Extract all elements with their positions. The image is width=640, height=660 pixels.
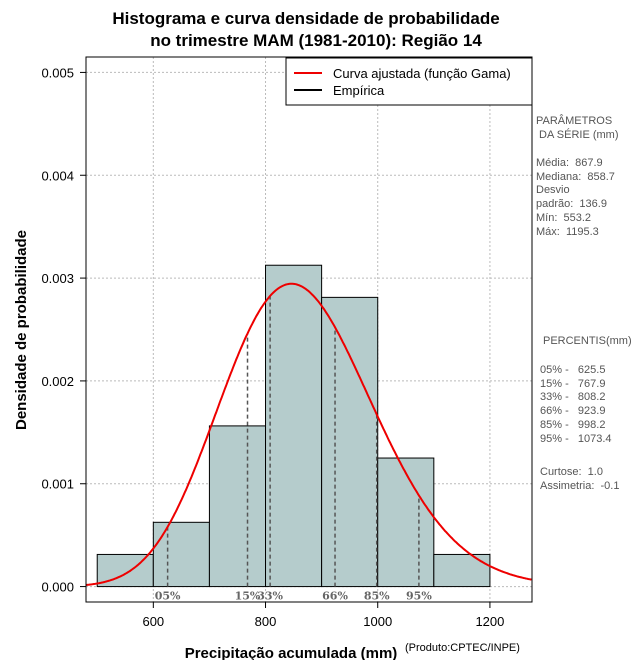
histogram-bar-800-900 [265,264,323,588]
chart-title-line-2: no trimestre MAM (1981-2010): Região 14 [150,31,482,50]
chart-title-line-1: Histograma e curva densidade de probabil… [112,9,499,28]
histogram-bar-1000-1100 [377,457,435,588]
plot-frame [85,56,533,603]
x-tick-label-1000: 1000 [363,614,392,629]
product-credit: (Produto:CPTEC/INPE) [405,642,520,654]
histogram-bar-600-700 [152,521,210,588]
percentile-lines: 05% 15%33% 66% 85% 95% [155,295,432,603]
percentile-label-85: 85% [364,590,390,603]
fitted-gamma-curve [85,282,532,586]
y-tick-label-0.001: 0.001 [41,477,74,492]
y-tick-label-0.002: 0.002 [41,374,74,389]
histogram-bar-700-800 [208,425,267,588]
legend: Curva ajustada (função Gama) Empírica [285,57,533,106]
x-tick-label-800: 800 [255,614,277,629]
params-list: Média: 867.9 Mediana: 858.7 Desvio padrã… [536,157,615,238]
y-tick-label-0.000: 0.000 [41,580,74,595]
percentile-label-05: 05% [155,590,181,603]
percentis-title: PERCENTIS(mm) [543,335,632,347]
histogram-bars [96,264,491,588]
y-tick-label-0.003: 0.003 [41,271,74,286]
legend-label-curve: Curva ajustada (função Gama) [333,66,511,81]
y-axis-title: Densidade de probabilidade [13,230,30,430]
x-axis-title: Precipitação acumulada (mm) [185,645,398,660]
percentile-label-66: 66% [322,590,348,603]
percentis-list: 05% - 625.5 15% - 767.9 33% - 808.2 66% … [540,364,612,445]
y-axis: 0.000 0.001 0.002 0.003 0.004 0.005 [41,65,86,595]
y-tick-label-0.005: 0.005 [41,65,74,80]
legend-label-empirical: Empírica [333,83,385,98]
stats-list: Curtose: 1.0 Assimetria: -0.1 [540,466,620,492]
x-axis: 600 800 1000 1200 [142,602,504,629]
percentile-label-15: 15% [235,590,261,603]
params-title: PARÂMETROS DA SÉRIE (mm) [536,115,619,141]
y-tick-label-0.004: 0.004 [41,168,74,183]
histogram-bar-1100-1200 [433,553,491,588]
percentile-label-33: 33% [257,590,283,603]
x-tick-label-1200: 1200 [475,614,504,629]
histogram-bar-900-1000 [321,296,379,588]
percentile-label-95: 95% [406,590,432,603]
legend-box [285,57,533,106]
x-tick-label-600: 600 [142,614,164,629]
